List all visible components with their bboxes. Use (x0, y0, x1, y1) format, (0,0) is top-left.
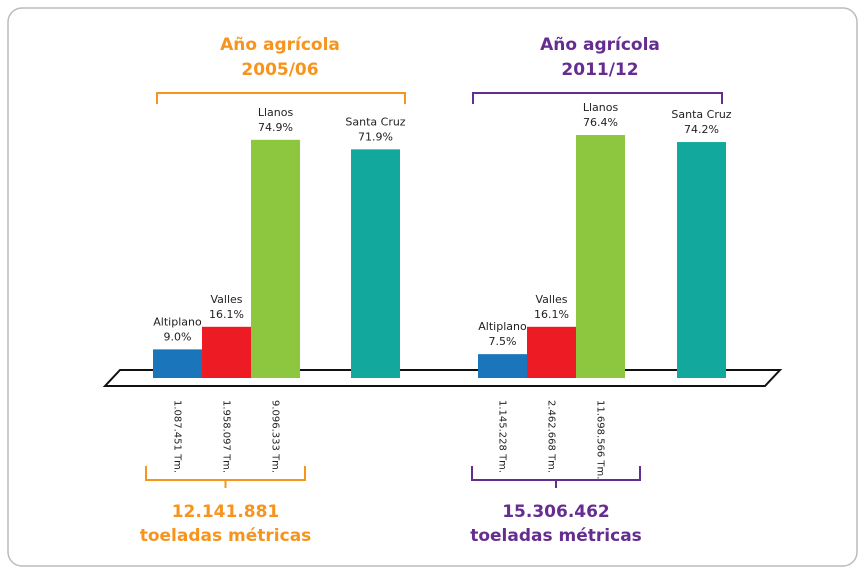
value-label: 74.9% (258, 121, 293, 134)
group-title: Año agrícola (220, 35, 340, 55)
group-title: Año agrícola (540, 35, 660, 55)
value-label: 9.0% (164, 330, 192, 343)
tonnage-label: 1.145.228 Tm. (497, 400, 508, 473)
bar (251, 139, 300, 378)
bar (677, 142, 726, 378)
category-label: Altiplano (153, 315, 202, 328)
category-label: Valles (535, 293, 567, 306)
total-unit: toeladas métricas (470, 526, 642, 546)
category-label: Llanos (258, 106, 294, 119)
bar (478, 354, 527, 378)
value-label: 74.2% (684, 123, 719, 136)
value-label: 16.1% (209, 308, 244, 321)
value-label: 76.4% (583, 116, 618, 129)
category-label: Santa Cruz (671, 108, 731, 121)
bracket (472, 92, 723, 104)
category-label: Valles (210, 293, 242, 306)
value-label: 16.1% (534, 308, 569, 321)
group-subtitle: 2011/12 (561, 60, 638, 80)
tonnage-label: 2.462.668 Tm. (546, 400, 557, 473)
bracket (156, 92, 406, 104)
bar (202, 326, 251, 378)
frame (7, 7, 858, 567)
total-bracket (471, 466, 641, 488)
tonnage-label: 1.958.097 Tm. (221, 400, 232, 473)
bar (351, 149, 400, 378)
tonnage-label: 9.096.333 Tm. (270, 400, 281, 473)
category-label: Santa Cruz (345, 115, 405, 128)
value-label: 71.9% (358, 130, 393, 143)
bar (576, 135, 625, 378)
group-subtitle: 2005/06 (241, 60, 318, 80)
category-label: Llanos (583, 101, 619, 114)
tonnage-label: 1.087.451 Tm. (172, 400, 183, 473)
category-label: Altiplano (478, 320, 527, 333)
total-unit: toeladas métricas (140, 526, 312, 546)
tonnage-label: 11.698.566 Tm. (595, 400, 606, 479)
bar (153, 349, 202, 378)
total: 12.141.881 (172, 502, 280, 522)
bar (527, 326, 576, 378)
total: 15.306.462 (502, 502, 610, 522)
total-bracket (145, 466, 306, 488)
value-label: 7.5% (489, 335, 517, 348)
